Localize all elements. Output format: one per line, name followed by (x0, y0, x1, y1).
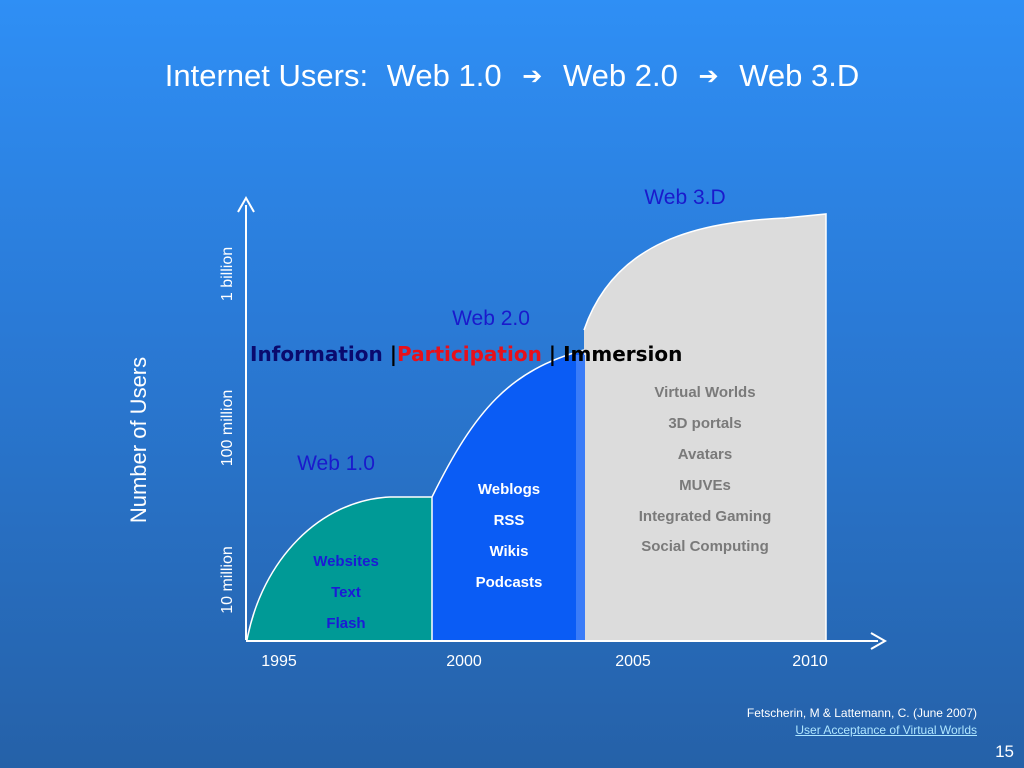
web3d-items: Virtual Worlds 3D portals Avatars MUVEs … (639, 384, 772, 555)
web3d-item: Integrated Gaming (639, 508, 772, 525)
theme-immersion: Immersion (563, 342, 683, 366)
web3d-item: MUVEs (679, 477, 731, 494)
region-divider (576, 355, 585, 640)
x-tick-2000: 2000 (446, 653, 482, 670)
y-axis-arrow-icon (237, 195, 255, 213)
slide-title: Internet Users: Web 1.0 ➔ Web 2.0 ➔ Web … (0, 58, 1024, 94)
y-tick-100-million: 100 million (219, 390, 236, 466)
title-stage-web2: Web 2.0 (562, 58, 678, 93)
region-web2 (432, 350, 584, 640)
region-web3d (584, 214, 826, 640)
web1-item: Text (331, 584, 361, 601)
curve-outline (246, 213, 827, 641)
theme-information: Information (250, 342, 383, 366)
y-tick-10-million: 10 million (219, 546, 236, 614)
y-tick-1-billion: 1 billion (219, 247, 236, 301)
title-prefix: Internet Users: (164, 58, 369, 93)
x-tick-1995: 1995 (261, 653, 297, 670)
citation: Fetscherin, M & Lattemann, C. (June 2007… (747, 705, 977, 739)
arrow-right-icon: ➔ (698, 62, 719, 90)
x-tick-2010: 2010 (792, 653, 828, 670)
web2-item: RSS (494, 512, 525, 529)
web2-item: Weblogs (478, 481, 540, 498)
web3d-item: Social Computing (641, 538, 769, 555)
web3d-item: 3D portals (668, 415, 741, 432)
stage-label-web2: Web 2.0 (452, 307, 530, 330)
web2-item: Podcasts (476, 574, 543, 591)
theme-participation: Participation (397, 342, 542, 366)
stage-label-web1: Web 1.0 (297, 452, 375, 475)
region-web1 (247, 497, 432, 640)
citation-link[interactable]: User Acceptance of Virtual Worlds (795, 723, 977, 737)
title-stage-web1: Web 1.0 (386, 58, 502, 93)
web1-item: Websites (313, 553, 379, 570)
theme-separator: | (548, 342, 557, 366)
x-axis-arrow-icon (870, 632, 888, 650)
theme-separator: | (389, 342, 397, 366)
web3d-item: Avatars (678, 446, 732, 463)
web2-items: Weblogs RSS Wikis Podcasts (476, 481, 543, 591)
citation-text: Fetscherin, M & Lattemann, C. (June 2007… (746, 706, 977, 720)
web2-item: Wikis (489, 543, 528, 560)
page-number: 15 (995, 742, 1014, 761)
stage-label-web3d: Web 3.D (644, 186, 725, 209)
x-tick-2005: 2005 (615, 653, 651, 670)
themes-line: Information |Participation | Immersion (250, 342, 682, 366)
y-axis-label: Number of Users (126, 357, 151, 523)
web1-item: Flash (326, 615, 365, 632)
web3d-item: Virtual Worlds (654, 384, 755, 401)
title-stage-web3d: Web 3.D (739, 58, 860, 93)
arrow-right-icon: ➔ (522, 62, 543, 90)
web1-items: Websites Text Flash (313, 553, 379, 632)
